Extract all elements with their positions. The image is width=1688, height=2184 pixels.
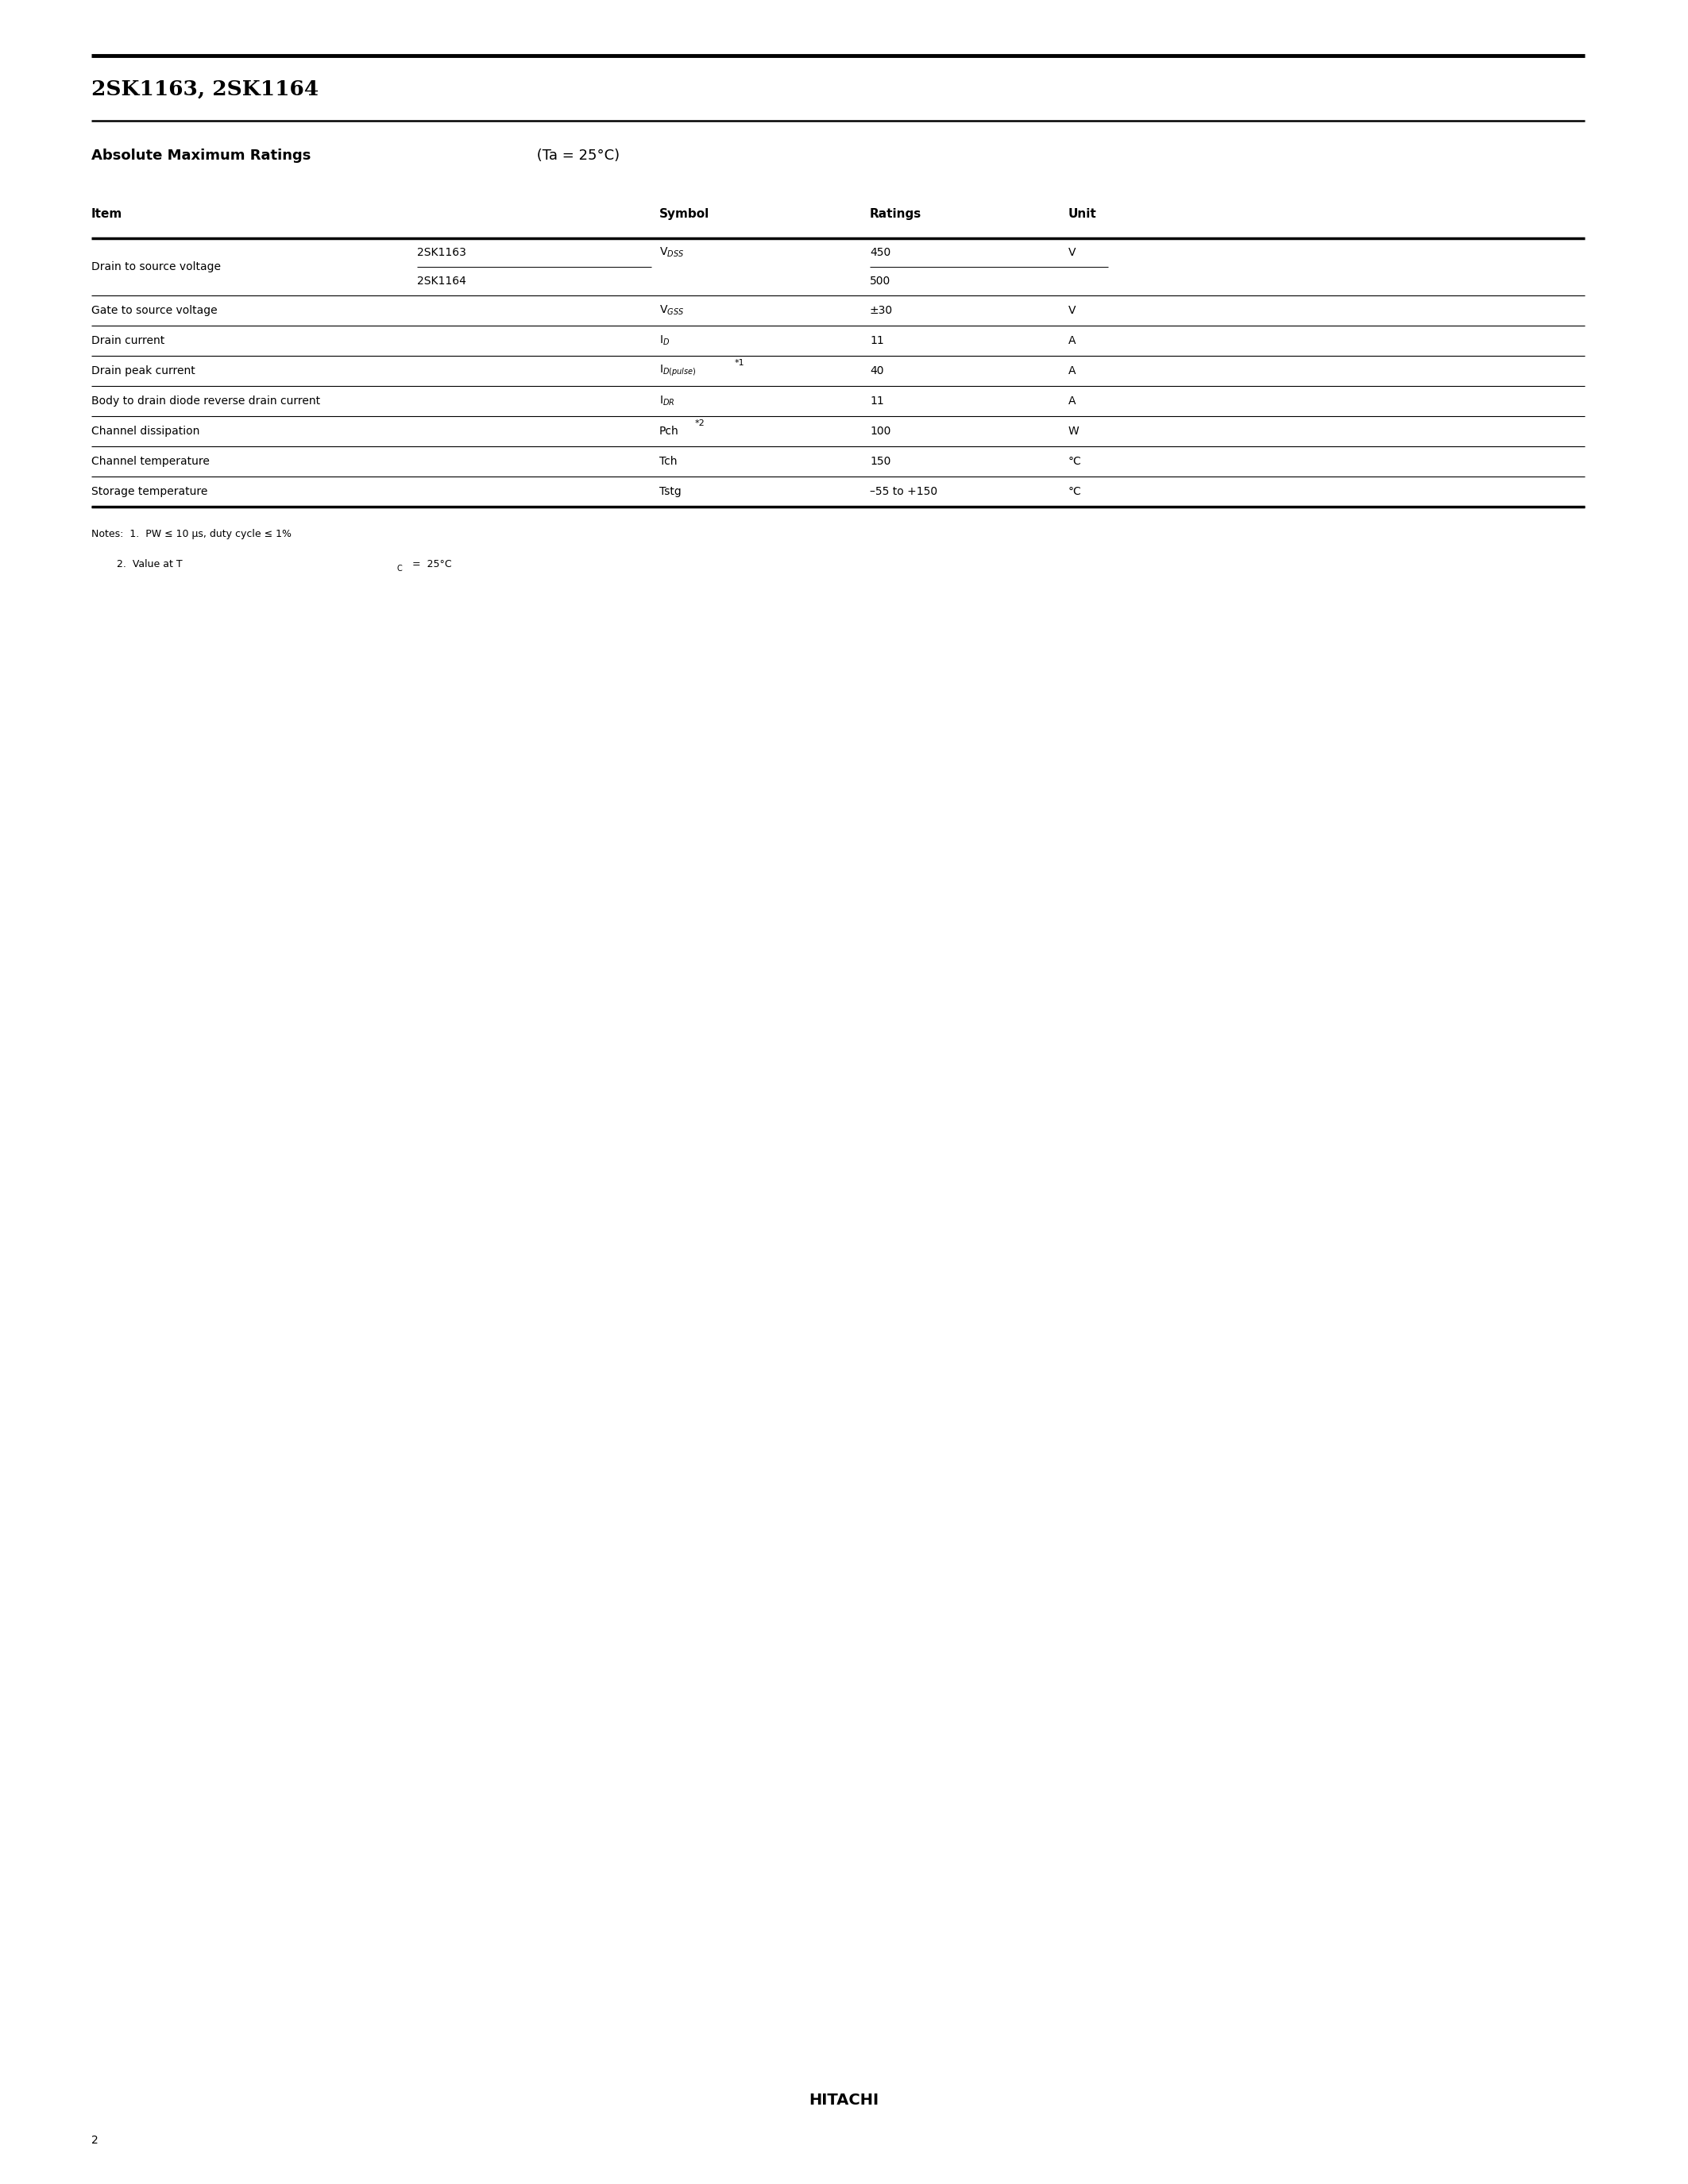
Text: *1: *1 [734, 358, 744, 367]
Text: Drain peak current: Drain peak current [91, 365, 196, 376]
Text: Tstg: Tstg [660, 487, 682, 498]
Text: Unit: Unit [1069, 207, 1097, 221]
Text: °C: °C [1069, 487, 1082, 498]
Text: A: A [1069, 334, 1075, 347]
Text: (Ta = 25°C): (Ta = 25°C) [532, 149, 619, 164]
Text: Storage temperature: Storage temperature [91, 487, 208, 498]
Text: Pch: Pch [660, 426, 679, 437]
Text: 100: 100 [869, 426, 891, 437]
Text: 40: 40 [869, 365, 885, 376]
Text: V$_{DSS}$: V$_{DSS}$ [660, 247, 684, 260]
Text: 150: 150 [869, 456, 891, 467]
Text: A: A [1069, 395, 1075, 406]
Text: W: W [1069, 426, 1079, 437]
Text: Notes:  1.  PW ≤ 10 μs, duty cycle ≤ 1%: Notes: 1. PW ≤ 10 μs, duty cycle ≤ 1% [91, 529, 292, 539]
Text: C: C [397, 566, 402, 572]
Text: Ratings: Ratings [869, 207, 922, 221]
Text: Channel temperature: Channel temperature [91, 456, 209, 467]
Text: 500: 500 [869, 275, 891, 286]
Text: V$_{GSS}$: V$_{GSS}$ [660, 304, 684, 317]
Text: –55 to +150: –55 to +150 [869, 487, 937, 498]
Text: V: V [1069, 247, 1075, 258]
Text: 11: 11 [869, 395, 885, 406]
Text: 2SK1164: 2SK1164 [417, 275, 466, 286]
Text: A: A [1069, 365, 1075, 376]
Text: HITACHI: HITACHI [809, 2092, 879, 2108]
Text: 2SK1163: 2SK1163 [417, 247, 466, 258]
Text: 11: 11 [869, 334, 885, 347]
Text: I$_{DR}$: I$_{DR}$ [660, 395, 675, 408]
Text: Item: Item [91, 207, 123, 221]
Text: Symbol: Symbol [660, 207, 709, 221]
Text: I$_{D(pulse)}$: I$_{D(pulse)}$ [660, 363, 695, 378]
Text: Drain current: Drain current [91, 334, 165, 347]
Text: *2: *2 [695, 419, 706, 428]
Text: 2: 2 [91, 2134, 98, 2147]
Text: Drain to source voltage: Drain to source voltage [91, 262, 221, 273]
Text: 2.  Value at T: 2. Value at T [91, 559, 182, 570]
Text: ±30: ±30 [869, 306, 893, 317]
Text: 2SK1163, 2SK1164: 2SK1163, 2SK1164 [91, 79, 319, 98]
Text: V: V [1069, 306, 1075, 317]
Text: 450: 450 [869, 247, 891, 258]
Text: Channel dissipation: Channel dissipation [91, 426, 199, 437]
Text: Body to drain diode reverse drain current: Body to drain diode reverse drain curren… [91, 395, 321, 406]
Text: Tch: Tch [660, 456, 677, 467]
Text: =  25°C: = 25°C [408, 559, 452, 570]
Text: Absolute Maximum Ratings: Absolute Maximum Ratings [91, 149, 311, 164]
Text: °C: °C [1069, 456, 1082, 467]
Text: I$_{D}$: I$_{D}$ [660, 334, 670, 347]
Text: Gate to source voltage: Gate to source voltage [91, 306, 218, 317]
